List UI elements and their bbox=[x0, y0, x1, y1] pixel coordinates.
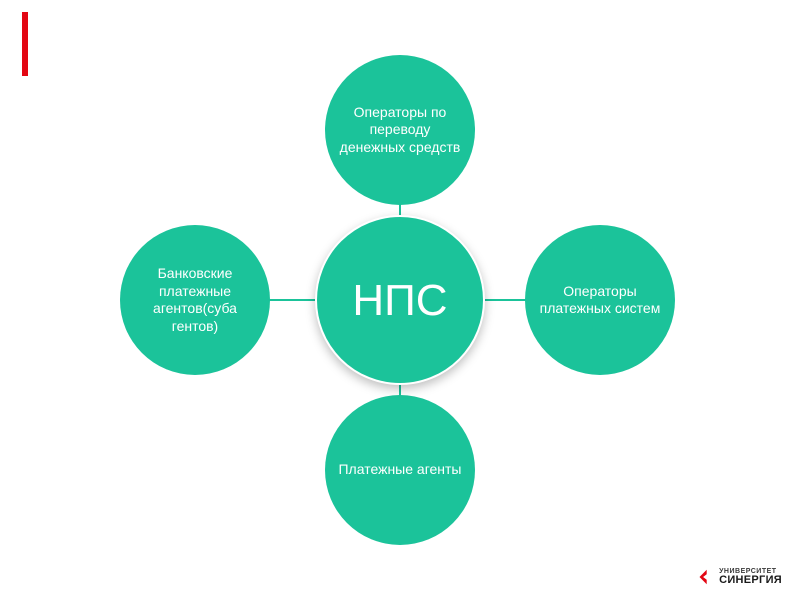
node-label: Банковские платежные агентов(суба гентов… bbox=[130, 265, 260, 335]
brand-logo: УНИВЕРСИТЕТ СИНЕРГИЯ bbox=[695, 568, 782, 586]
brand-logo-bottom-text: СИНЕРГИЯ bbox=[719, 575, 782, 586]
node-right: Операторы платежных систем bbox=[525, 225, 675, 375]
node-label: Операторы платежных систем bbox=[535, 283, 665, 318]
node-label: Операторы по переводу денежных средств bbox=[335, 104, 465, 157]
diagram-stage: Операторы по переводу денежных средств Оп… bbox=[0, 0, 800, 600]
node-label: НПС bbox=[327, 273, 473, 328]
brand-logo-icon bbox=[695, 568, 713, 586]
node-center: НПС bbox=[315, 215, 485, 385]
node-bottom: Платежные агенты bbox=[325, 395, 475, 545]
node-top: Операторы по переводу денежных средств bbox=[325, 55, 475, 205]
node-label: Платежные агенты bbox=[335, 461, 465, 479]
node-left: Банковские платежные агентов(суба гентов… bbox=[120, 225, 270, 375]
